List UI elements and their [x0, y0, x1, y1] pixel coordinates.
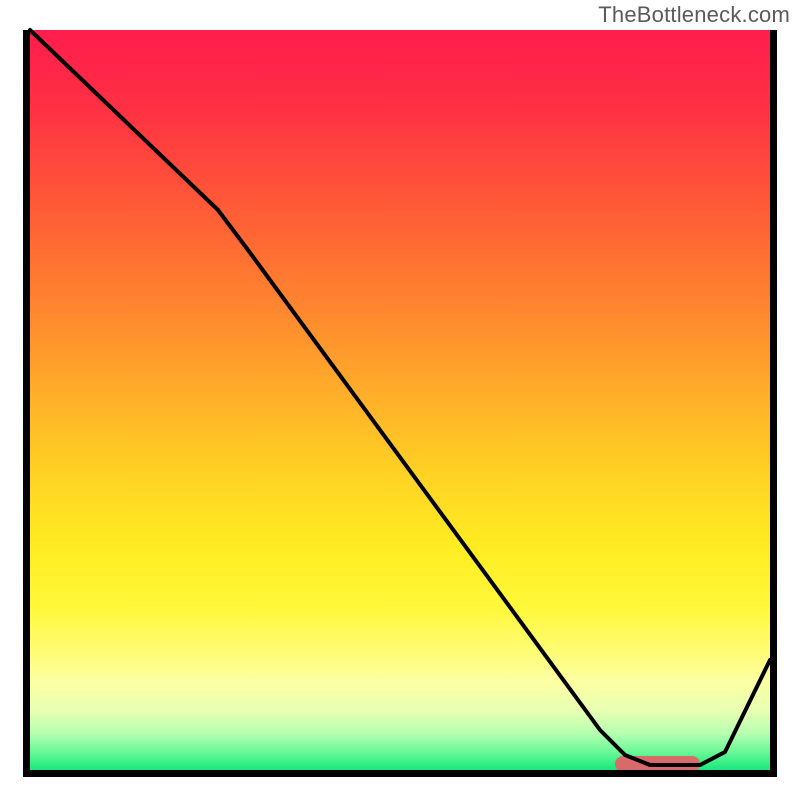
plot-gradient [30, 30, 770, 770]
watermark-text: TheBottleneck.com [598, 2, 790, 28]
chart-svg [0, 0, 800, 800]
chart-container: TheBottleneck.com [0, 0, 800, 800]
